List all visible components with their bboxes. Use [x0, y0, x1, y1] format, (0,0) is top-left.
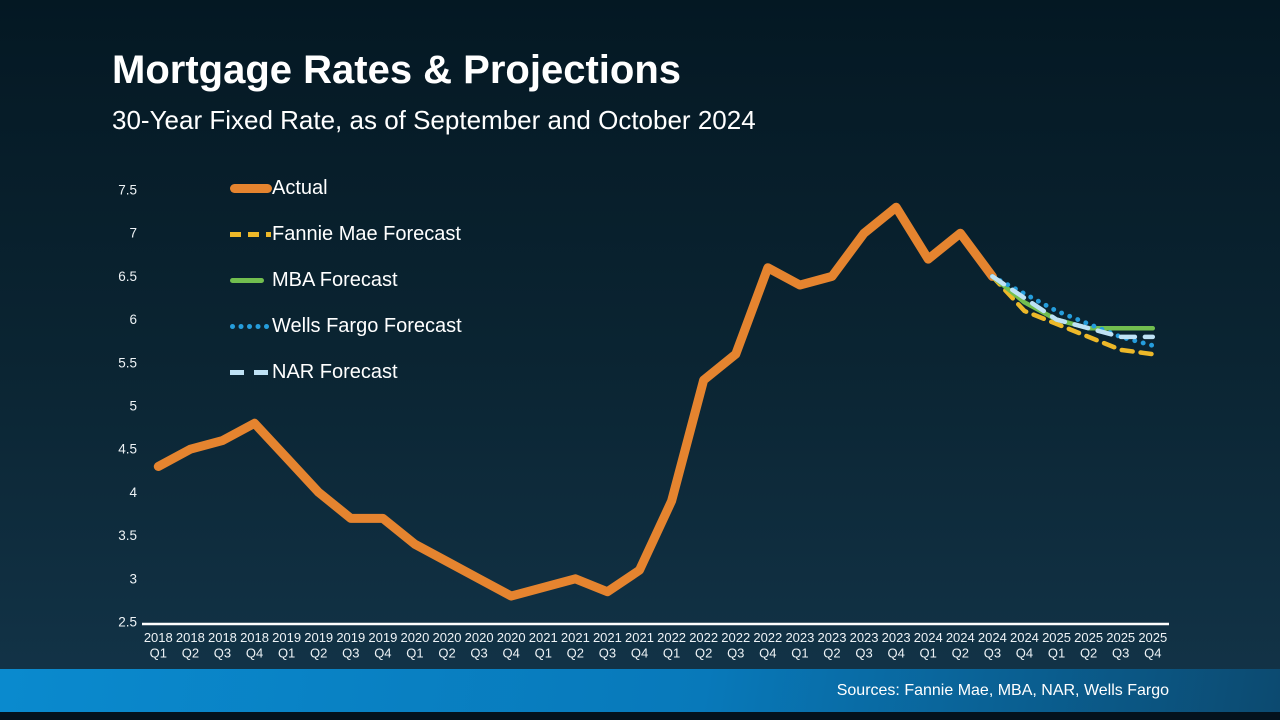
svg-text:4.5: 4.5 [118, 442, 137, 457]
svg-text:6: 6 [129, 312, 137, 327]
page-title: Mortgage Rates & Projections [112, 48, 682, 92]
svg-text:5.5: 5.5 [118, 355, 137, 370]
page-subtitle: 30-Year Fixed Rate, as of September and … [112, 105, 756, 135]
legend-label-wells-fargo: Wells Fargo Forecast [272, 314, 462, 337]
svg-text:2.5: 2.5 [118, 615, 137, 630]
mba-line-swatch [230, 277, 272, 283]
legend-item-wells-fargo: Wells Fargo Forecast [230, 303, 462, 349]
svg-text:3.5: 3.5 [118, 528, 137, 543]
svg-text:3: 3 [129, 571, 137, 586]
legend-item-actual: Actual [230, 165, 462, 211]
y-axis-tick-labels: 2.5 3 3.5 4 4.5 5 5.5 6 6.5 7 7.5 [118, 183, 137, 630]
nar-line-swatch [230, 369, 272, 375]
sources-text: Sources: Fannie Mae, MBA, NAR, Wells Far… [836, 681, 1169, 699]
series-line-nar-forecast [990, 274, 1156, 340]
legend-label-nar: NAR Forecast [272, 360, 398, 383]
svg-text:5: 5 [129, 399, 137, 414]
footer-bar: Sources: Fannie Mae, MBA, NAR, Wells Far… [0, 669, 1280, 712]
svg-text:7: 7 [129, 226, 137, 241]
actual-line-swatch [230, 183, 272, 193]
legend-item-fannie-mae: Fannie Mae Forecast [230, 211, 462, 257]
svg-text:4: 4 [129, 485, 137, 500]
legend-item-nar: NAR Forecast [230, 349, 462, 395]
svg-text:6.5: 6.5 [118, 269, 137, 284]
legend-label-actual: Actual [272, 176, 328, 199]
series-line-mba-forecast [990, 274, 1156, 331]
series-line-fannie-mae-forecast [990, 274, 1156, 357]
legend-label-fannie-mae: Fannie Mae Forecast [272, 222, 461, 245]
svg-text:7.5: 7.5 [118, 183, 137, 198]
legend-label-mba: MBA Forecast [272, 268, 398, 291]
series-line-actual [153, 202, 997, 601]
chart-legend: Actual Fannie Mae Forecast MBA Forecast … [230, 165, 462, 395]
legend-item-mba: MBA Forecast [230, 257, 462, 303]
wells-fargo-line-swatch [230, 323, 272, 329]
fannie-mae-line-swatch [230, 231, 272, 237]
bottom-edge-strip [0, 712, 1280, 720]
